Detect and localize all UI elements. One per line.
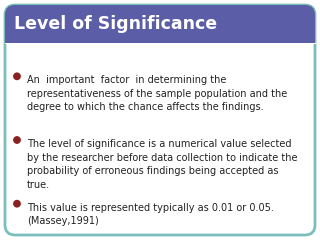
FancyBboxPatch shape <box>5 5 315 43</box>
Text: The level of significance is a numerical value selected
by the researcher before: The level of significance is a numerical… <box>27 139 298 190</box>
FancyBboxPatch shape <box>5 5 315 235</box>
Text: Level of Significance: Level of Significance <box>14 15 217 33</box>
Circle shape <box>14 200 20 207</box>
Circle shape <box>14 137 20 143</box>
Text: An  important  factor  in determining the
representativeness of the sample popul: An important factor in determining the r… <box>27 75 287 113</box>
Bar <box>5 33 315 43</box>
Circle shape <box>14 73 20 79</box>
Text: This value is represented typically as 0.01 or 0.05.
(Massey,1991): This value is represented typically as 0… <box>27 203 274 226</box>
